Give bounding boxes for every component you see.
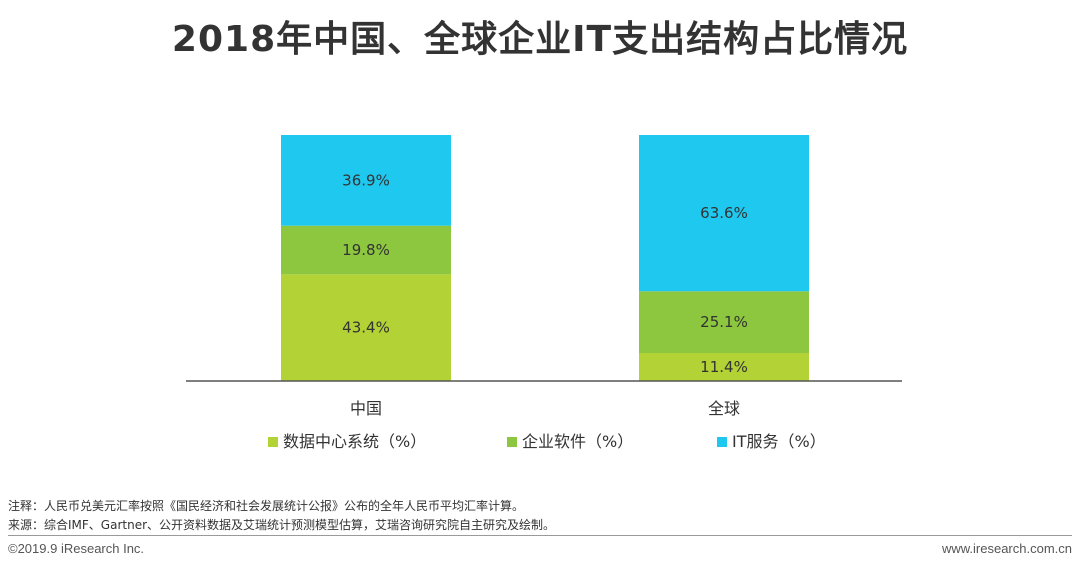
notes-block: 注释：人民币兑美元汇率按照《国民经济和社会发展统计公报》公布的全年人民币平均汇率…	[8, 497, 555, 535]
category-label-2: 全球	[708, 399, 740, 418]
data-label-1-3: 36.9%	[342, 171, 390, 189]
stacked-bar-chart: 43.4% 19.8% 36.9% 中国 11.4% 25.1% 63.6% 全球数据中心系统…	[186, 135, 902, 451]
data-label-1-2: 19.8%	[342, 241, 390, 259]
legend-swatch-1	[268, 437, 278, 447]
bar-segment-1-2	[281, 225, 451, 275]
note-text: 注释：人民币兑美元汇率按照《国民经济和社会发展统计公报》公布的全年人民币平均汇率…	[8, 499, 525, 513]
bar-segment-1-1	[281, 274, 451, 381]
data-label-1-1: 43.4%	[342, 319, 390, 337]
chart-title: 2018年中国、全球企业IT支出结构占比情况	[171, 19, 909, 60]
bar-segment-1-3	[281, 135, 451, 226]
legend-label-2: 企业软件（%）	[522, 432, 633, 451]
footer-divider	[8, 535, 1072, 536]
category-label-1: 中国	[350, 399, 382, 418]
source-text: 来源：综合IMF、Gartner、公开资料数据及艾瑞统计预测模型估算，艾瑞咨询研…	[8, 518, 556, 532]
website-link[interactable]: www.iresearch.com.cn	[941, 541, 1072, 556]
data-label-2-1: 11.4%	[700, 358, 748, 376]
bar-segment-2-1	[639, 352, 809, 381]
legend-swatch-2	[507, 437, 517, 447]
legend-swatch-3	[717, 437, 727, 447]
data-label-2-3: 63.6%	[700, 204, 748, 222]
copyright-text: ©2019.9 iResearch Inc.	[8, 541, 145, 556]
data-label-2-2: 25.1%	[700, 313, 748, 331]
legend-label-1: 数据中心系统（%）	[283, 432, 426, 451]
legend-label-3: IT服务（%）	[732, 432, 826, 451]
bar-segment-2-2	[639, 291, 809, 353]
bar-segment-2-3	[639, 135, 809, 292]
